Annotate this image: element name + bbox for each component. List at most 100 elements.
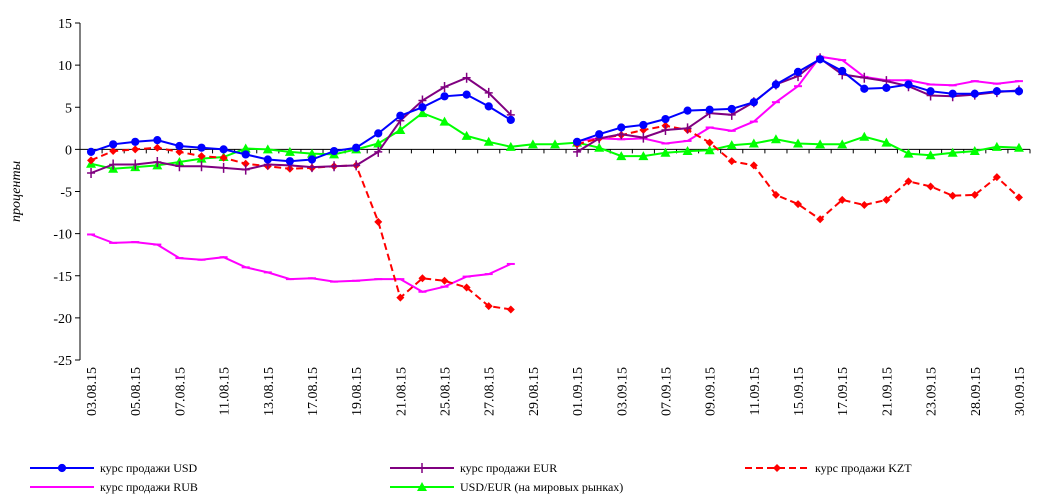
data-point [816,215,825,224]
data-point [462,283,471,292]
data-point [153,157,162,168]
data-point [594,142,605,152]
data-point [330,161,339,172]
x-tick-label: 21.08.15 [394,367,409,416]
data-point [726,140,737,150]
data-point [770,134,781,144]
data-point [197,143,206,152]
y-tick-label: 5 [65,101,72,116]
legend-item: USD/EUR (на мировых рынках) [390,480,623,494]
x-tick-label: 03.09.15 [615,367,630,416]
data-point [573,146,582,157]
series-layer [86,53,1024,314]
data-point [860,84,869,93]
data-point [904,177,913,186]
data-point [131,145,140,154]
data-point [970,190,979,199]
y-tick-label: -10 [53,228,72,243]
data-point [904,80,913,89]
data-point [505,141,516,151]
data-point [816,55,825,64]
data-point [815,139,826,149]
data-point [352,143,361,152]
data-point [683,123,692,134]
data-point [837,139,848,149]
x-tick-label: 19.08.15 [350,367,365,416]
x-tick-label: 13.08.15 [262,367,277,416]
data-point [109,159,118,170]
data-point [1014,193,1023,202]
series-line [90,124,1020,311]
data-point [704,145,715,155]
data-point [241,159,250,168]
data-point [307,155,317,164]
data-point [748,138,759,148]
x-tick-label: 07.09.15 [659,367,674,416]
x-tick-label: 17.09.15 [836,367,851,416]
data-point [307,162,316,173]
data-point [440,276,449,285]
data-point [882,83,891,92]
data-point [352,160,361,171]
x-tick-label: 01.09.15 [571,367,586,416]
data-point [926,182,935,191]
data-point [374,129,383,138]
data-point [484,102,493,111]
data-point [109,140,118,149]
data-point [639,132,648,143]
data-point [991,141,1002,151]
data-point [727,104,736,114]
data-point [661,124,670,135]
data-point [838,66,847,76]
series-line [90,57,1020,174]
data-point [197,152,206,161]
data-point [661,114,670,124]
data-point [527,139,538,149]
data-point [660,147,671,157]
data-point [373,138,384,148]
data-point [705,138,714,147]
data-point [153,143,162,152]
x-tick-label: 30.09.15 [1013,367,1028,416]
legend-item: курс продажи KZT [745,461,912,475]
data-point [285,157,294,166]
data-point [284,146,295,156]
x-tick-label: 05.08.15 [129,367,144,416]
x-tick-label: 17.08.15 [306,367,321,416]
y-tick-label: 0 [65,143,72,158]
data-point [992,173,1001,182]
x-tick-label: 25.08.15 [439,367,454,416]
data-point [439,116,450,126]
data-point [793,67,803,76]
x-tick-label: 09.09.15 [704,367,719,416]
data-point [395,124,406,134]
data-point [175,147,184,156]
data-point [153,136,162,145]
legend-label: курс продажи RUB [100,480,198,494]
data-point [374,146,383,157]
data-point [638,151,649,161]
data-point [572,137,582,146]
data-point [262,144,273,154]
x-tick-label: 27.08.15 [483,367,498,416]
y-tick-label: 15 [58,17,72,32]
data-point [882,195,891,204]
series-5 [86,108,1024,173]
legend-item: курс продажи RUB [30,480,198,494]
axes: -25 -20 -15 -10 -5 0 5 10 15 03.08.15 05.08.15 07.0… [53,17,1031,416]
data-point [727,157,736,166]
legend-marker [57,463,67,473]
data-point [639,120,648,130]
legend-item: курс продажи USD [30,461,198,475]
y-tick-label: -20 [53,312,72,327]
data-point [506,305,515,314]
data-point [241,150,250,159]
data-point [440,82,449,93]
data-point [219,153,228,162]
data-point [860,72,869,83]
data-point [749,98,758,107]
data-point [616,151,627,161]
legend-marker [418,463,426,473]
data-point [595,130,604,139]
data-point [550,139,560,149]
